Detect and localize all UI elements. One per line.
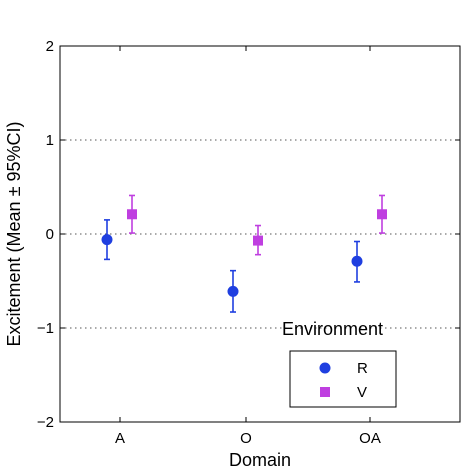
y-tick-label: 1 xyxy=(46,132,54,149)
y-tick-label: −1 xyxy=(37,320,54,337)
y-tick-label: −2 xyxy=(37,414,54,431)
grid-lines xyxy=(60,139,460,329)
x-tick-label: OA xyxy=(359,430,381,447)
axis-ticks: −2 −1 0 1 2 A O OA xyxy=(37,38,460,447)
legend-label-R: R xyxy=(357,360,368,377)
y-tick-label: 2 xyxy=(46,38,54,55)
legend-items: RV xyxy=(319,360,368,401)
legend: Environment RV xyxy=(282,319,397,408)
legend-title: Environment xyxy=(282,319,383,339)
data-point-R xyxy=(351,255,363,267)
y-axis-label: Excitement (Mean ± 95%CI) xyxy=(4,122,24,347)
data-point-R xyxy=(227,285,239,297)
x-tick-label: A xyxy=(115,430,125,447)
series-V xyxy=(127,194,387,256)
legend-box xyxy=(289,350,397,408)
data-point-V xyxy=(253,235,263,246)
x-axis-label: Domain xyxy=(229,450,291,470)
series-R xyxy=(101,219,363,313)
y-tick-label: 0 xyxy=(46,226,54,243)
data-point-R xyxy=(101,234,113,246)
data-marks xyxy=(101,194,387,313)
legend-marker-V xyxy=(320,387,330,397)
legend-label-V: V xyxy=(357,384,367,401)
legend-marker-R xyxy=(319,362,331,374)
data-point-V xyxy=(127,209,137,220)
data-point-V xyxy=(377,209,387,220)
x-tick-label: O xyxy=(240,430,252,447)
